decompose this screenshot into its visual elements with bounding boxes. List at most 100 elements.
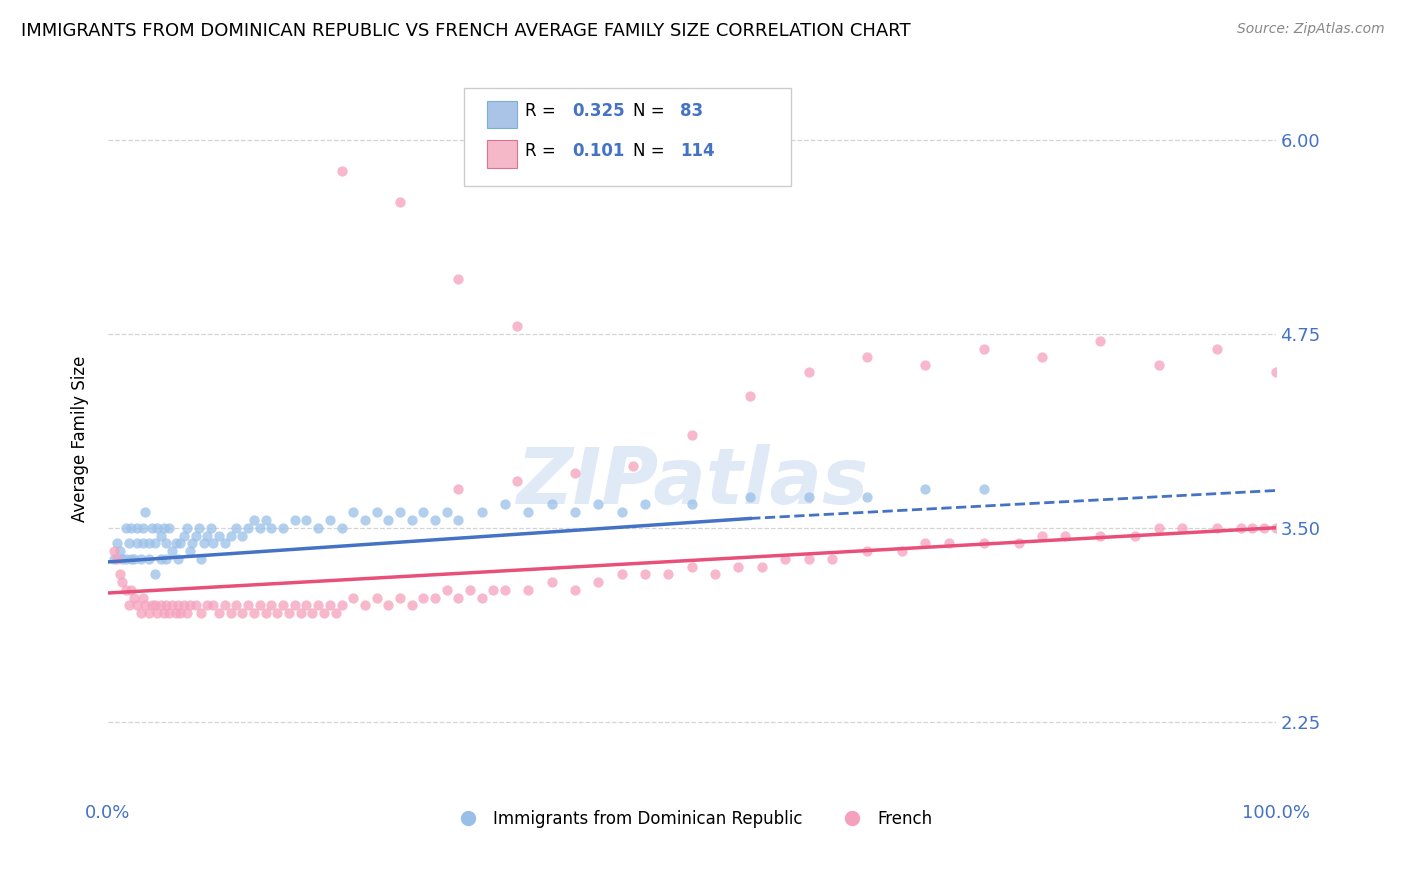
Point xyxy=(797,490,820,504)
Point xyxy=(146,606,169,620)
Point xyxy=(146,521,169,535)
Point xyxy=(160,599,183,613)
Point xyxy=(388,194,411,209)
Point xyxy=(540,575,562,590)
Point xyxy=(202,599,225,613)
Text: 114: 114 xyxy=(681,142,714,160)
Point xyxy=(266,606,288,620)
Point xyxy=(208,606,231,620)
Point xyxy=(856,544,879,558)
Point xyxy=(588,575,610,590)
Point xyxy=(153,521,176,535)
Text: 0.101: 0.101 xyxy=(572,142,626,160)
Point xyxy=(436,582,458,597)
Point xyxy=(366,505,388,519)
Point xyxy=(295,599,318,613)
Point xyxy=(225,521,247,535)
Point xyxy=(155,551,177,566)
Point xyxy=(249,521,271,535)
Point xyxy=(114,551,136,566)
Point xyxy=(184,528,207,542)
Point xyxy=(103,551,125,566)
Point xyxy=(797,366,820,380)
Point xyxy=(290,606,312,620)
Point xyxy=(973,342,995,356)
Point xyxy=(423,513,446,527)
Point xyxy=(179,544,201,558)
Point xyxy=(138,606,160,620)
Point xyxy=(129,551,152,566)
Point xyxy=(447,482,470,496)
Point xyxy=(458,582,481,597)
Point xyxy=(891,544,914,558)
Point xyxy=(208,528,231,542)
Point xyxy=(200,521,222,535)
Point xyxy=(153,606,176,620)
Point xyxy=(173,599,195,613)
Point xyxy=(129,606,152,620)
Point xyxy=(141,521,163,535)
Text: 83: 83 xyxy=(681,103,703,120)
Point xyxy=(271,599,294,613)
Point xyxy=(202,536,225,550)
Point xyxy=(165,536,187,550)
Legend: Immigrants from Dominican Republic, French: Immigrants from Dominican Republic, Fren… xyxy=(444,803,939,835)
Point xyxy=(231,528,253,542)
Point xyxy=(132,536,155,550)
Point xyxy=(169,606,191,620)
Point xyxy=(167,599,190,613)
Point xyxy=(111,551,134,566)
Point xyxy=(127,599,149,613)
Point xyxy=(914,536,936,550)
Point xyxy=(1031,528,1053,542)
Point xyxy=(157,606,180,620)
Point xyxy=(342,505,364,519)
Point xyxy=(181,536,204,550)
Point xyxy=(704,567,727,582)
Point xyxy=(471,591,494,605)
Point xyxy=(312,606,335,620)
Point xyxy=(149,551,172,566)
Point xyxy=(132,521,155,535)
Point xyxy=(108,567,131,582)
Point xyxy=(610,505,633,519)
Point xyxy=(517,582,540,597)
FancyBboxPatch shape xyxy=(464,88,792,186)
Point xyxy=(623,458,645,473)
Point xyxy=(447,513,470,527)
Point xyxy=(231,606,253,620)
Point xyxy=(254,606,277,620)
Text: ZIPatlas: ZIPatlas xyxy=(516,444,868,520)
Point xyxy=(1171,521,1194,535)
Point xyxy=(494,582,516,597)
Point xyxy=(1090,528,1112,542)
Point xyxy=(108,544,131,558)
Point xyxy=(120,551,142,566)
Point xyxy=(236,521,259,535)
Point xyxy=(773,551,796,566)
Point xyxy=(1253,521,1275,535)
Point xyxy=(155,599,177,613)
Point xyxy=(482,582,505,597)
Point xyxy=(447,272,470,286)
Point xyxy=(938,536,960,550)
Point xyxy=(377,513,399,527)
Point xyxy=(610,567,633,582)
Point xyxy=(634,498,657,512)
Point xyxy=(149,599,172,613)
Point xyxy=(157,521,180,535)
Point xyxy=(681,498,703,512)
Point xyxy=(195,528,218,542)
Point xyxy=(588,498,610,512)
Point xyxy=(176,521,198,535)
Point xyxy=(176,606,198,620)
Point xyxy=(284,513,307,527)
Point xyxy=(564,467,586,481)
Point xyxy=(681,427,703,442)
Point xyxy=(134,599,156,613)
Point xyxy=(219,528,242,542)
Point xyxy=(132,591,155,605)
Point xyxy=(319,599,342,613)
Point xyxy=(103,544,125,558)
Point xyxy=(105,536,128,550)
